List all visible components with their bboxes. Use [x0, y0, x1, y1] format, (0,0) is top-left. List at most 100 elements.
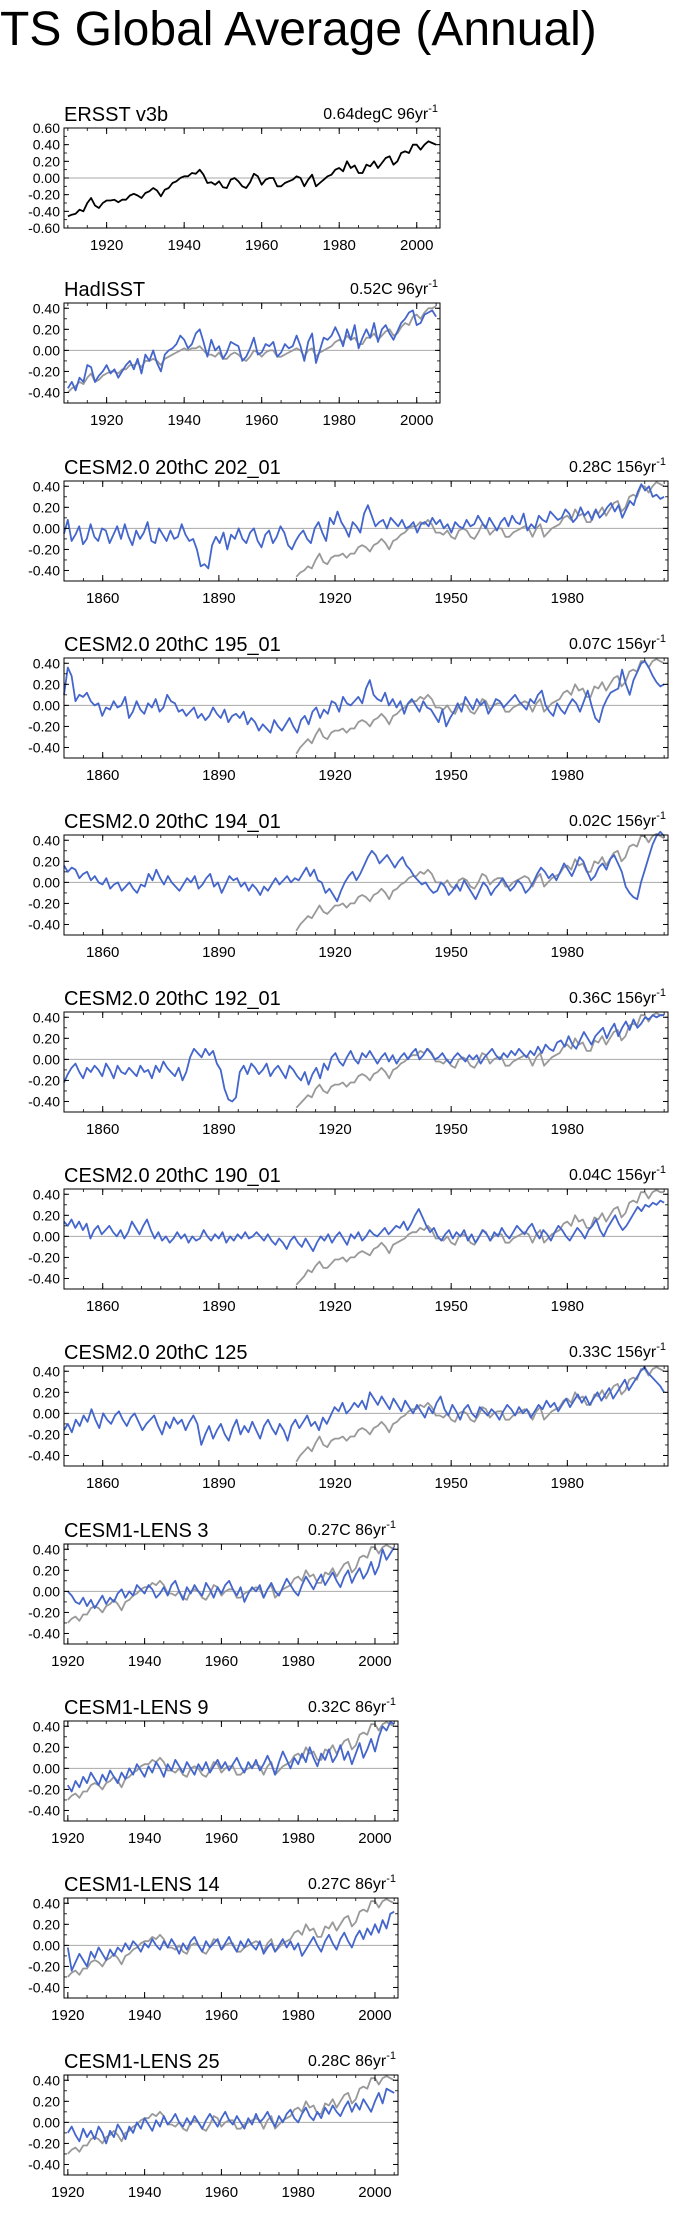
y-tick-label: -0.20: [28, 895, 60, 911]
y-tick-label: 0.20: [33, 1916, 60, 1932]
x-tick-label: 1980: [323, 237, 356, 254]
y-tick-label: -0.40: [28, 1093, 60, 1109]
x-tick-label: 2000: [358, 2184, 391, 2201]
y-tick-label: -0.20: [28, 2135, 60, 2151]
x-tick-label: 1890: [202, 767, 235, 784]
y-tick-label: -0.40: [28, 203, 60, 219]
chart-panel: 0.40 0.20 0.00 -0.20 -0.40 1920 1940 1960 1980 20…: [28, 1696, 399, 1847]
y-tick-label: -0.20: [28, 1072, 60, 1088]
x-tick-label: 1890: [202, 1475, 235, 1492]
x-tick-label: 1980: [551, 767, 584, 784]
trend-value: 0.28C 86yr: [308, 2053, 387, 2070]
trend-value: 0.36C 156yr: [569, 990, 657, 1007]
plot-frame: [63, 1720, 399, 1822]
y-tick-label: 0.20: [33, 2093, 60, 2109]
x-tick-label: 1890: [202, 1298, 235, 1315]
series-line: [295, 481, 665, 578]
x-tick-label: 1980: [281, 1653, 314, 1670]
trend-exponent: -1: [656, 810, 666, 822]
x-tick-label: 1860: [86, 1475, 119, 1492]
x-tick-label: 1920: [90, 237, 123, 254]
y-tick-label: 0.00: [33, 2114, 60, 2130]
series-line: [295, 833, 665, 932]
chart-title: HadISST: [64, 279, 145, 301]
x-tick-label: 2000: [400, 412, 433, 429]
trend-label: 0.27C 86yr-1: [308, 1519, 396, 1539]
x-tick-label: 1960: [205, 1830, 238, 1847]
series-line: [63, 1014, 665, 1103]
y-tick-label: 0.00: [33, 342, 60, 358]
trend-label: 0.07C 156yr-1: [569, 633, 666, 653]
chart-panel: 0.40 0.20 0.00 -0.20 -0.40 1920 1940 1960 1980 20…: [28, 278, 441, 429]
x-tick-label: 1890: [202, 590, 235, 607]
chart-title: CESM1-LENS 9: [64, 1697, 209, 1719]
series-line: [295, 658, 665, 755]
trend-value: 0.28C 156yr: [569, 459, 657, 476]
y-tick-label: 0.00: [33, 1583, 60, 1599]
chart-panel: 0.40 0.20 0.00 -0.20 -0.40 1860 1890 1920 1950 19…: [28, 1164, 669, 1315]
x-tick-label: 1920: [318, 1298, 351, 1315]
y-tick-label: -0.40: [28, 916, 60, 932]
x-tick-label: 1940: [167, 237, 200, 254]
trend-exponent: -1: [428, 278, 438, 290]
chart-title: CESM2.0 20thC 192_01: [64, 988, 281, 1010]
trend-value: 0.04C 156yr: [569, 1167, 657, 1184]
trend-label: 0.28C 156yr-1: [569, 456, 666, 476]
plot-frame: [63, 1543, 399, 1645]
x-tick-label: 1890: [202, 1121, 235, 1138]
y-tick-label: 0.60: [33, 120, 60, 136]
y-tick-label: -0.40: [28, 2156, 60, 2172]
x-tick-label: 1920: [51, 1830, 84, 1847]
x-tick-label: 1860: [86, 590, 119, 607]
y-tick-label: -0.20: [28, 1781, 60, 1797]
y-tick-label: 0.40: [33, 1186, 60, 1202]
y-tick-label: 0.20: [33, 1384, 60, 1400]
series-line: [295, 1012, 665, 1109]
series-line: [67, 2087, 395, 2145]
plot-frame: [63, 1897, 399, 1999]
series-line: [67, 1898, 395, 1978]
y-tick-label: 0.00: [33, 1405, 60, 1421]
y-tick-label: 0.40: [33, 1895, 60, 1911]
y-tick-label: 0.00: [33, 1051, 60, 1067]
y-tick-label: 0.20: [33, 1207, 60, 1223]
x-tick-label: 1950: [434, 1298, 467, 1315]
y-tick-label: 0.20: [33, 676, 60, 692]
y-tick-label: 0.40: [33, 478, 60, 494]
trend-exponent: -1: [428, 103, 438, 115]
y-tick-label: -0.40: [28, 562, 60, 578]
y-tick-label: -0.40: [28, 739, 60, 755]
x-tick-label: 1980: [551, 1475, 584, 1492]
x-tick-label: 1980: [551, 590, 584, 607]
trend-label: 0.36C 156yr-1: [569, 987, 666, 1007]
x-tick-label: 1980: [281, 1830, 314, 1847]
y-tick-label: 0.40: [33, 655, 60, 671]
plot-frame: [63, 480, 669, 582]
trend-value: 0.64degC 96yr: [323, 106, 429, 123]
chart-title: CESM2.0 20thC 202_01: [64, 457, 281, 479]
plot-frame: [63, 1188, 669, 1290]
trend-value: 0.02C 156yr: [569, 813, 657, 830]
y-tick-label: 0.40: [33, 137, 60, 153]
x-tick-label: 1940: [128, 1653, 161, 1670]
y-tick-label: -0.60: [28, 220, 60, 236]
x-tick-label: 2000: [358, 1653, 391, 1670]
plot-frame: [63, 1365, 669, 1467]
chart-panel: 0.40 0.20 0.00 -0.20 -0.40 1920 1940 1960 1980 20…: [28, 1873, 399, 2024]
y-tick-label: 0.00: [33, 1937, 60, 1953]
trend-exponent: -1: [656, 987, 666, 999]
y-tick-label: 0.00: [33, 1760, 60, 1776]
chart-title: CESM2.0 20thC 125: [64, 1342, 247, 1364]
y-tick-label: 0.00: [33, 874, 60, 890]
trend-exponent: -1: [386, 1696, 396, 1708]
x-tick-label: 1890: [202, 944, 235, 961]
series-line: [67, 1721, 395, 1801]
chart-title: CESM1-LENS 3: [64, 1520, 209, 1542]
x-tick-label: 1920: [51, 1653, 84, 1670]
x-tick-label: 1940: [128, 1830, 161, 1847]
x-tick-label: 1980: [551, 944, 584, 961]
x-tick-label: 1860: [86, 1298, 119, 1315]
x-tick-label: 1860: [86, 944, 119, 961]
trend-value: 0.32C 86yr: [308, 1699, 387, 1716]
x-tick-label: 1920: [318, 944, 351, 961]
